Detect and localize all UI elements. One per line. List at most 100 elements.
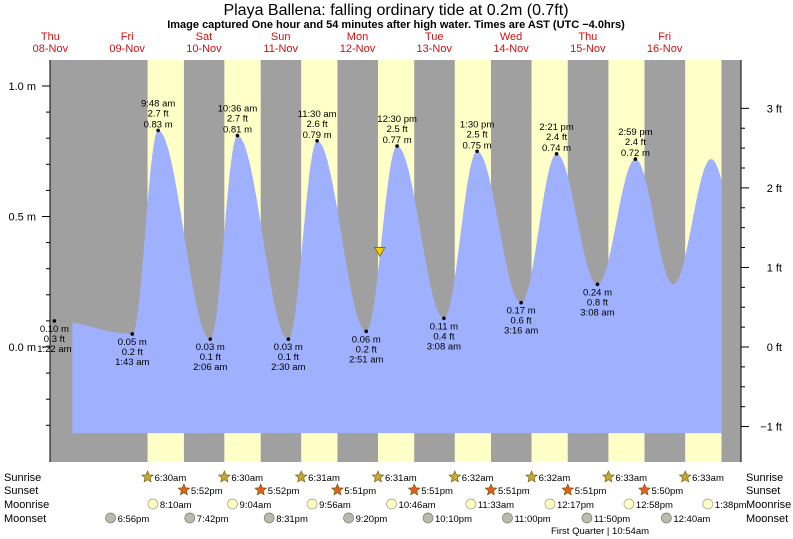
moonrise-icon bbox=[306, 498, 318, 510]
low-tide-time: 1:43 am bbox=[115, 357, 149, 368]
high-tide-m: 0.75 m bbox=[463, 140, 492, 151]
day-date: 11-Nov bbox=[263, 43, 298, 55]
moonset-icon bbox=[184, 512, 196, 524]
moon-phase-label: First Quarter | 10:54am bbox=[551, 526, 649, 537]
high-tide-point bbox=[554, 152, 559, 156]
moonrise-icon bbox=[147, 498, 159, 510]
low-tide-time: 1:22 am bbox=[37, 344, 71, 355]
low-tide-m: 0.03 m bbox=[196, 342, 225, 353]
day-name: Tue bbox=[425, 31, 444, 43]
sunset-time: 5:52pm bbox=[191, 486, 223, 497]
moonrise-time: 8:10am bbox=[160, 500, 192, 511]
low-tide-point bbox=[595, 282, 600, 287]
low-tide-point bbox=[52, 319, 57, 323]
moonset-time: 11:50pm bbox=[594, 514, 630, 525]
sunrise-time: 6:30am bbox=[231, 473, 263, 484]
left-tick-label: 0.0 m bbox=[8, 342, 36, 354]
low-tide-ft: 0.2 ft bbox=[356, 344, 377, 355]
axes: 1.0 m 0.5 m 0.0 m 3 ft 2 ft 1 ft 0 ft −1 ft bbox=[8, 60, 782, 462]
high-tide-ft: 2.4 ft bbox=[546, 132, 567, 143]
sunrise-time: 6:31am bbox=[385, 473, 417, 484]
low-tide-ft: 0.6 ft bbox=[511, 316, 532, 327]
sunset-icon bbox=[254, 483, 268, 496]
low-tide-m: 0.11 m bbox=[430, 321, 458, 332]
chart-title: Playa Ballena: falling ordinary tide at … bbox=[223, 2, 568, 19]
right-tick-label: −1 ft bbox=[760, 422, 782, 434]
right-tick-label: 1 ft bbox=[767, 262, 782, 274]
sunset-time: 5:50pm bbox=[651, 486, 683, 497]
sunrise-time: 6:32am bbox=[462, 473, 494, 484]
moonrise-icon bbox=[623, 498, 635, 510]
sunset-icon bbox=[407, 483, 421, 496]
high-tide-time: 1:30 pm bbox=[460, 119, 494, 130]
moonset-icon bbox=[263, 512, 275, 524]
moonrise-time: 1:38pm bbox=[715, 500, 747, 511]
moonrise-time: 10:46am bbox=[399, 500, 436, 511]
moonrise-time: 12:58pm bbox=[636, 500, 673, 511]
tide-extreme-points: 0.10 m0.3 ft1:22 am9:48 am2.7 ft0.83 m0.… bbox=[37, 98, 652, 373]
low-tide-ft: 0.1 ft bbox=[200, 352, 221, 363]
high-tide-point bbox=[475, 149, 479, 154]
high-tide-point bbox=[315, 139, 319, 143]
high-tide-m: 0.81 m bbox=[223, 125, 252, 136]
moonset-time: 12:40am bbox=[673, 514, 710, 525]
high-tide-time: 11:30 am bbox=[298, 109, 337, 120]
moonset-icon bbox=[502, 512, 513, 524]
high-tide-time: 9:48 am bbox=[141, 98, 175, 109]
chart-subtitle: Image captured One hour and 54 minutes a… bbox=[167, 19, 625, 31]
sunrise-icon bbox=[141, 470, 155, 483]
high-tide-ft: 2.5 ft bbox=[467, 129, 488, 140]
moonset-time: 8:31pm bbox=[276, 514, 308, 525]
high-tide-m: 0.77 m bbox=[383, 135, 412, 146]
day-name: Sun bbox=[271, 31, 291, 43]
tide-water-area bbox=[72, 130, 722, 434]
sunset-row-label-right: Sunset bbox=[746, 485, 780, 497]
high-tide-point bbox=[235, 133, 240, 138]
sunset-time: 5:51pm bbox=[344, 486, 376, 497]
sunset-time: 5:51pm bbox=[498, 486, 530, 497]
low-tide-point bbox=[130, 332, 135, 336]
right-tick-label: 2 ft bbox=[767, 183, 782, 195]
sunrise-icon bbox=[217, 470, 231, 483]
low-tide-ft: 0.3 ft bbox=[44, 334, 65, 345]
sunset-icon bbox=[561, 483, 575, 496]
low-tide-time: 3:08 am bbox=[580, 307, 614, 318]
high-tide-ft: 2.7 ft bbox=[227, 114, 248, 125]
moonrise-icon bbox=[386, 498, 397, 510]
low-tide-m: 0.06 m bbox=[352, 334, 381, 345]
low-tide-point bbox=[208, 337, 213, 341]
high-tide-ft: 2.5 ft bbox=[387, 124, 408, 135]
sunrise-time: 6:30am bbox=[155, 473, 187, 484]
sunset-icon bbox=[484, 483, 498, 496]
high-tide-m: 0.79 m bbox=[303, 130, 332, 141]
low-tide-m: 0.17 m bbox=[507, 306, 536, 317]
moonrise-row-label-left: Moonrise bbox=[4, 499, 49, 511]
moonset-time: 9:20pm bbox=[356, 514, 388, 525]
sunset-icon bbox=[330, 483, 344, 496]
sunset-icon bbox=[638, 483, 651, 496]
moonrise-time: 9:04am bbox=[240, 500, 272, 511]
right-tick-label: 0 ft bbox=[767, 342, 782, 354]
right-tick-label: 3 ft bbox=[767, 103, 782, 115]
day-date: 09-Nov bbox=[109, 43, 145, 55]
day-date: 13-Nov bbox=[417, 43, 453, 55]
moonrise-time: 12:17pm bbox=[557, 500, 594, 511]
sunset-icon bbox=[177, 483, 191, 496]
day-name: Thu bbox=[41, 31, 60, 43]
day-name: Fri bbox=[121, 31, 134, 43]
moonset-time: 6:56pm bbox=[118, 514, 150, 525]
low-tide-time: 3:08 am bbox=[427, 341, 461, 352]
moonrise-time: 9:56am bbox=[319, 500, 351, 511]
low-tide-ft: 0.2 ft bbox=[122, 347, 143, 358]
sunrise-row-label-right: Sunrise bbox=[746, 472, 783, 484]
low-tide-m: 0.05 m bbox=[118, 337, 147, 348]
moonset-icon bbox=[343, 512, 354, 524]
high-tide-time: 12:30 pm bbox=[377, 114, 417, 125]
sunrise-icon bbox=[371, 470, 385, 483]
sunset-time: 5:52pm bbox=[268, 486, 300, 497]
sunrise-icon bbox=[525, 470, 539, 483]
low-tide-ft: 0.1 ft bbox=[278, 352, 299, 363]
day-name: Mon bbox=[347, 31, 368, 43]
